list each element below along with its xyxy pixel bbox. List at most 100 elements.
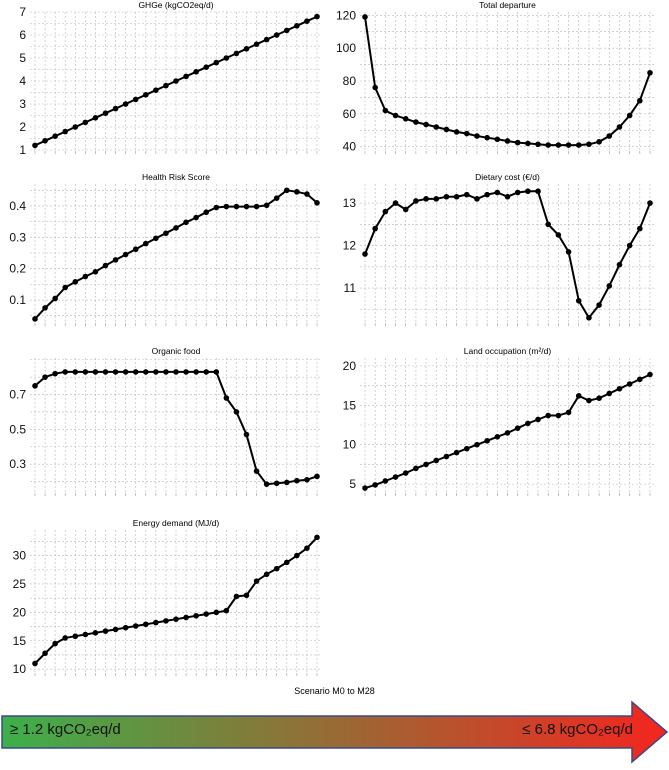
- data-point: [72, 279, 79, 285]
- data-point: [555, 412, 562, 419]
- data-point: [535, 416, 541, 423]
- data-point: [392, 112, 399, 119]
- chart-title: Energy demand (MJ/d): [133, 518, 220, 528]
- data-point: [304, 477, 310, 483]
- y-tick-label: 3: [19, 97, 26, 111]
- data-point: [183, 219, 189, 226]
- data-point: [382, 478, 389, 484]
- data-point: [153, 87, 159, 93]
- y-tick-label: 5: [19, 51, 26, 65]
- x-axis-caption: Scenario M0 to M28: [294, 686, 375, 696]
- data-point: [294, 477, 300, 484]
- data-point: [132, 369, 139, 375]
- data-point: [273, 480, 280, 487]
- chart-panel-2: 40 60 80 100 120 Total departure: [336, 0, 655, 154]
- data-point: [233, 593, 240, 600]
- data-point: [102, 369, 109, 375]
- data-point: [525, 420, 531, 427]
- y-tick-label: 25: [13, 577, 27, 591]
- data-point: [362, 14, 368, 20]
- data-point: [586, 397, 592, 404]
- data-point: [72, 633, 79, 640]
- data-point: [626, 381, 633, 387]
- data-point: [243, 46, 250, 52]
- data-point: [596, 395, 602, 402]
- chart-title: Land occupation (m²/d): [464, 346, 552, 356]
- data-point: [163, 230, 169, 237]
- data-point: [616, 385, 623, 392]
- data-point: [304, 18, 310, 25]
- data-point: [82, 631, 89, 638]
- data-point: [637, 97, 643, 104]
- data-point: [132, 623, 139, 629]
- data-point: [62, 369, 69, 375]
- data-point: [586, 141, 592, 148]
- y-tick-label: 60: [343, 107, 357, 121]
- data-point: [142, 369, 149, 375]
- data-point: [525, 140, 531, 147]
- data-point: [82, 369, 89, 375]
- data-point: [382, 107, 389, 114]
- data-point: [203, 209, 210, 216]
- y-tick-label: 0.3: [9, 230, 26, 244]
- data-point: [484, 134, 490, 141]
- y-tick-label: 40: [343, 140, 357, 154]
- y-tick-label: 15: [343, 398, 357, 412]
- data-point: [314, 200, 320, 206]
- data-point: [535, 141, 541, 148]
- data-point: [647, 200, 653, 206]
- data-point: [463, 191, 470, 198]
- data-point: [443, 453, 450, 460]
- data-point: [163, 369, 169, 375]
- data-point: [173, 369, 179, 375]
- data-point: [494, 189, 501, 196]
- y-tick-label: 10: [13, 662, 27, 676]
- chart-panel-7: 10 15 20 25 30 Energy demand (MJ/d): [13, 518, 322, 676]
- gradient-arrow-icon: [1, 700, 669, 764]
- data-point: [433, 457, 440, 464]
- data-point: [173, 616, 179, 622]
- data-point: [283, 559, 290, 566]
- data-point: [243, 592, 250, 599]
- y-tick-label: 6: [19, 28, 26, 42]
- data-point: [494, 434, 501, 440]
- data-point: [504, 193, 511, 200]
- data-point: [263, 36, 270, 43]
- y-tick-label: 13: [343, 196, 357, 210]
- data-point: [193, 214, 199, 221]
- data-point: [153, 369, 159, 375]
- data-point: [102, 262, 109, 269]
- data-point: [647, 371, 653, 378]
- data-point: [314, 473, 320, 480]
- data-point: [453, 449, 460, 456]
- data-point: [132, 246, 139, 253]
- data-point: [132, 96, 139, 103]
- y-tick-label: 20: [13, 605, 27, 619]
- data-point: [52, 640, 58, 647]
- data-point: [474, 196, 480, 202]
- data-point: [142, 621, 149, 628]
- y-tick-label: 0.2: [9, 262, 26, 276]
- data-point: [484, 191, 490, 198]
- data-point: [203, 369, 210, 375]
- data-point: [402, 206, 409, 213]
- y-tick-label: 0.1: [9, 293, 26, 307]
- data-point: [596, 138, 602, 145]
- data-point: [545, 221, 552, 228]
- data-point: [565, 409, 572, 416]
- data-point: [314, 13, 320, 20]
- data-point: [193, 612, 199, 619]
- chart-title: Total departure: [479, 0, 536, 10]
- chart-title: Health Risk Score: [142, 172, 210, 182]
- data-point: [504, 430, 511, 436]
- data-point: [484, 437, 490, 444]
- arrow-right-label: ≤ 6.8 kgCO₂eq/d: [522, 721, 633, 738]
- data-point: [525, 188, 531, 195]
- data-point: [92, 269, 99, 275]
- data-point: [92, 369, 99, 375]
- data-point: [163, 618, 169, 624]
- data-point: [52, 295, 58, 302]
- data-point: [463, 445, 470, 452]
- scale-arrow: ≥ 1.2 kgCO₂eq/d ≤ 6.8 kgCO₂eq/d: [0, 699, 669, 765]
- data-point: [626, 242, 633, 249]
